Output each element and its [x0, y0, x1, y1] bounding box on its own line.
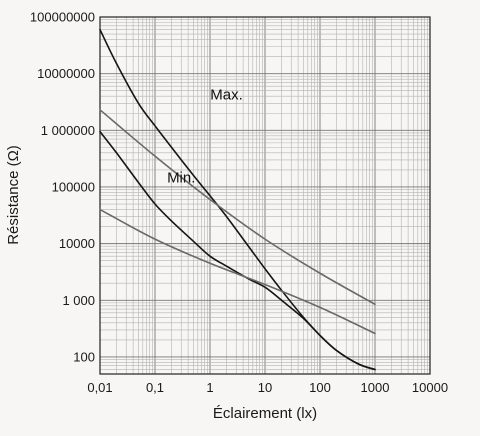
x-tick-label: 10: [258, 380, 272, 395]
y-tick-labels: 100 1 000 10000 100000 1 000000 10000000 10000…: [30, 10, 95, 365]
x-tick-label: 10000: [412, 380, 448, 395]
x-axis-title: Éclairement (lx): [213, 405, 317, 422]
plot-frame: [99, 16, 431, 375]
annotation-min: Min.: [167, 169, 195, 186]
y-tick-label: 100: [73, 349, 95, 364]
series-line-min-dark: [99, 130, 376, 371]
y-tick-label: 1 000: [62, 293, 95, 308]
x-tick-label: 0,01: [87, 380, 112, 395]
grid: [99, 17, 430, 375]
series-line-min-light: [99, 208, 376, 335]
x-tick-label: 1: [206, 380, 213, 395]
y-tick-label: 100000000: [30, 10, 95, 25]
x-tick-label: 100: [309, 380, 331, 395]
series-group: [99, 28, 376, 371]
y-tick-label: 10000: [59, 236, 95, 251]
y-axis-title: Résistance (Ω): [5, 145, 22, 245]
x-tick-label: 0,1: [146, 380, 164, 395]
y-tick-label: 1 000000: [41, 123, 95, 138]
x-tick-label: 1000: [361, 380, 390, 395]
y-tick-label: 10000000: [37, 66, 95, 81]
annotations: Max. Min.: [167, 86, 243, 186]
y-tick-label: 100000: [52, 179, 95, 194]
annotation-max: Max.: [210, 86, 243, 103]
series-line-max-light: [99, 109, 376, 306]
x-tick-labels: 0,01 0,1 1 10 100 1000 10000: [87, 380, 448, 395]
